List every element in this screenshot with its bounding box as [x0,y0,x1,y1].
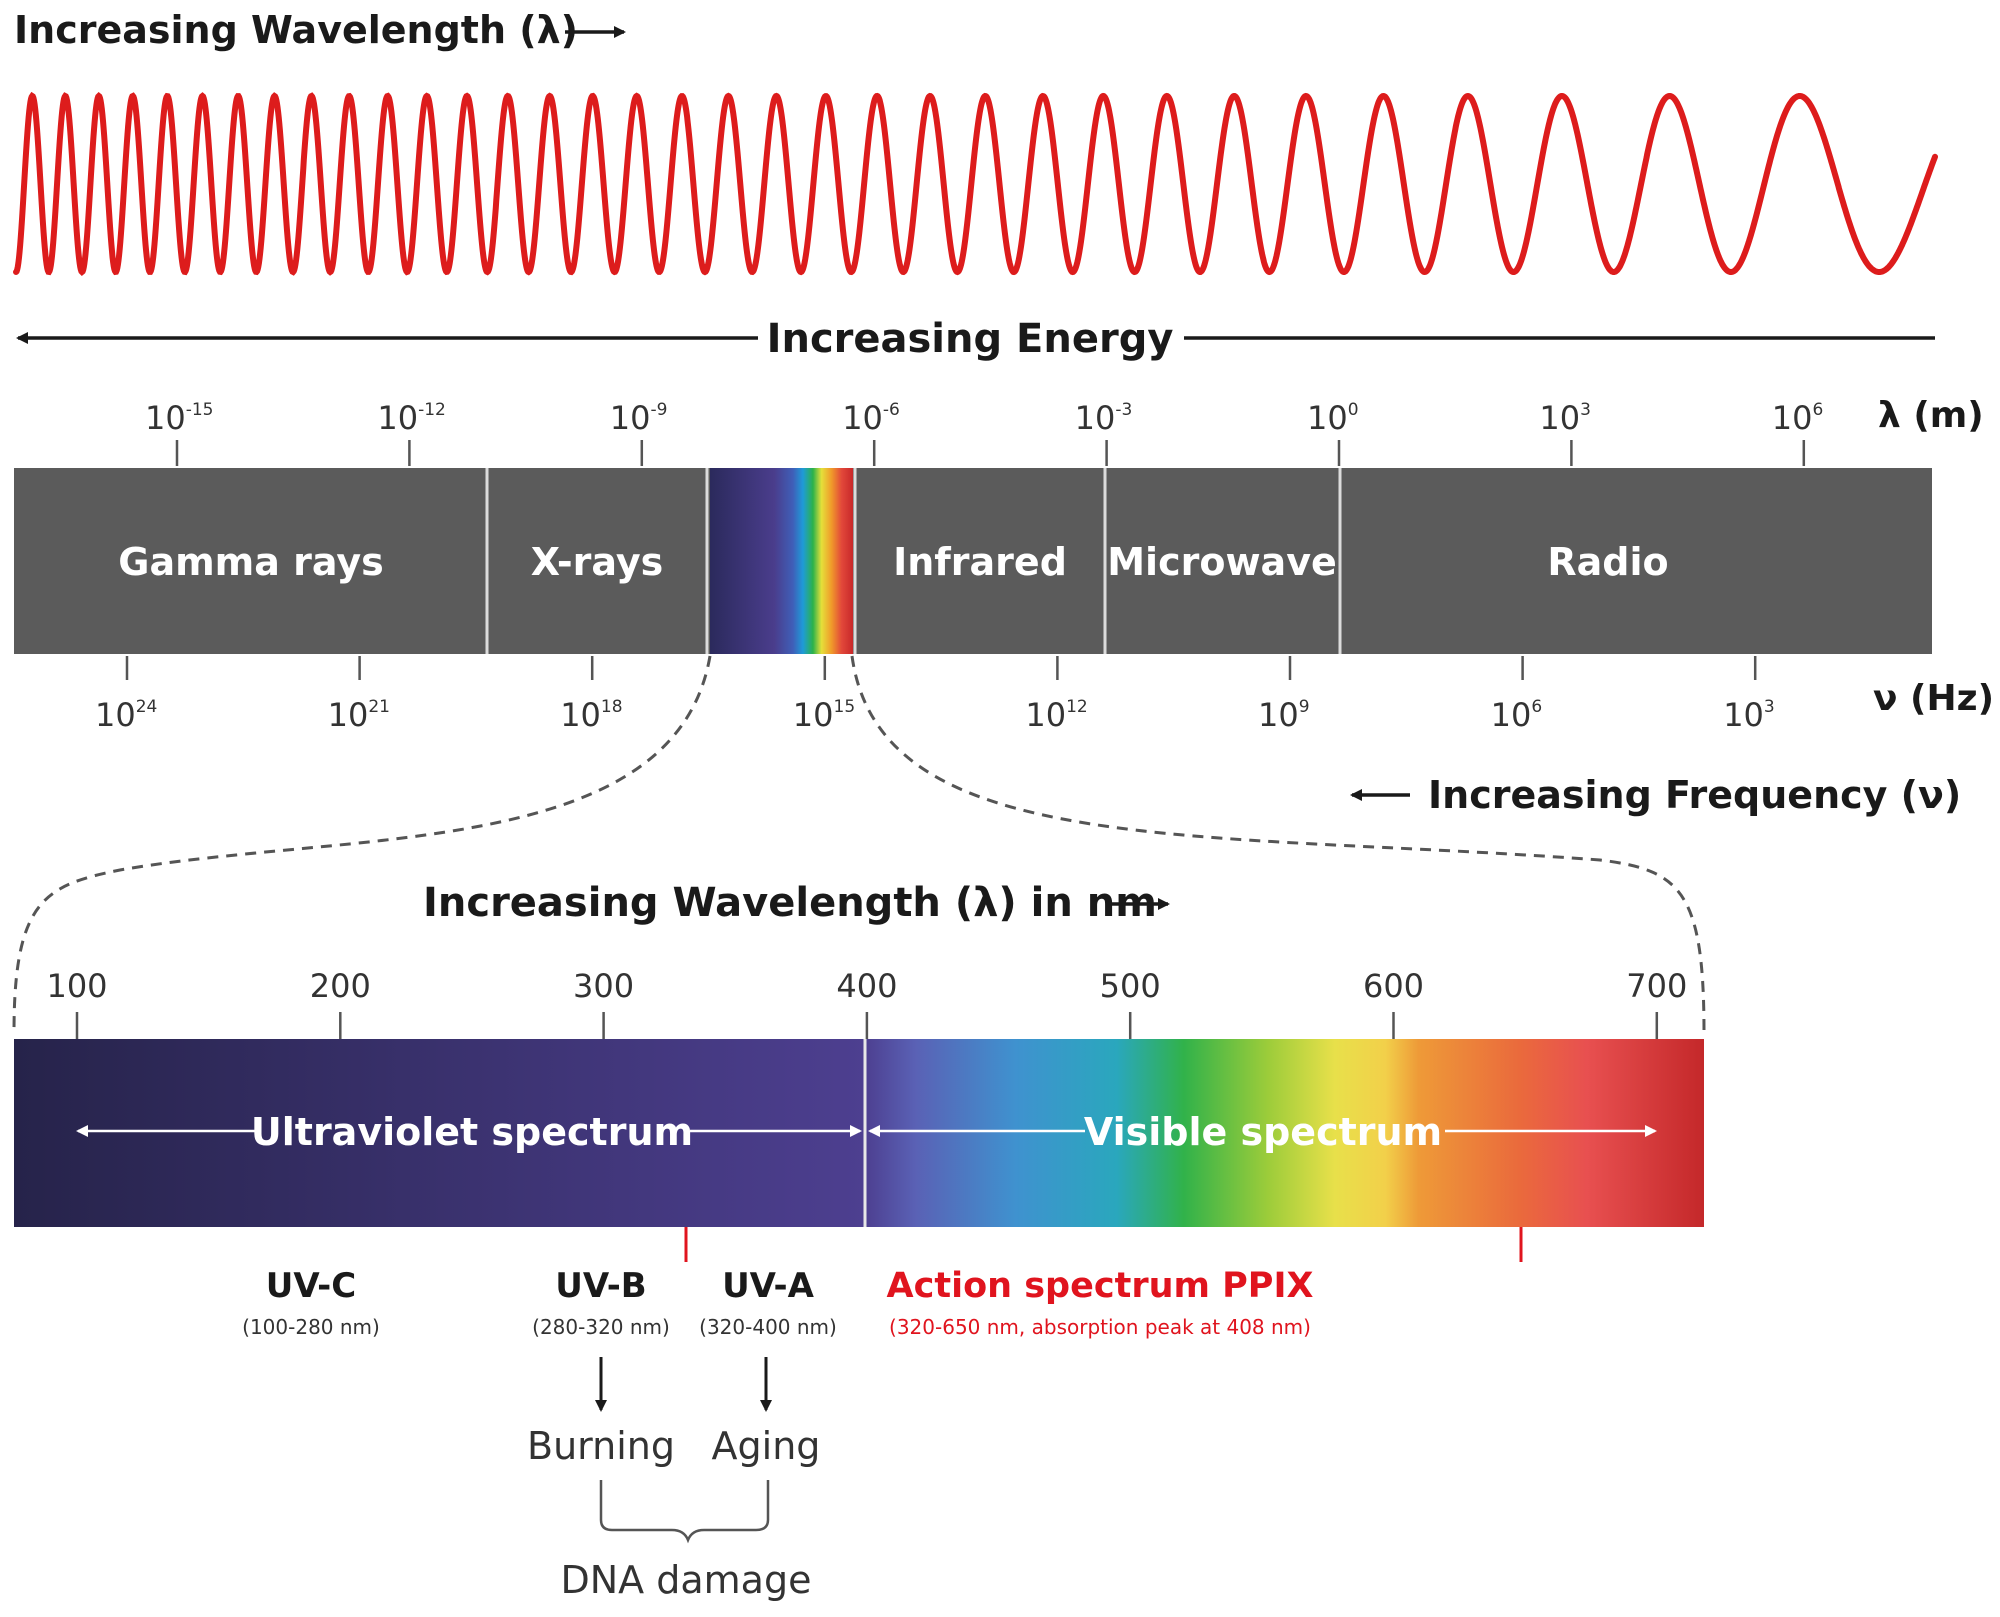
band-bar [14,468,1932,654]
nm-tick-label: 200 [310,967,371,1005]
frequency-tick-label: 1024 [95,696,157,734]
nm-tick-label: 500 [1100,967,1161,1005]
increasing-wavelength-wave [13,91,1938,277]
dna-bracket [599,1480,770,1544]
lambda-tick-label: 10-6 [842,399,900,437]
band-x-rays: X-rays [531,540,664,584]
lambda-tick-labels: 10-15 10-12 10-9 10-6 10-3 100 103 106 [145,399,1823,466]
visible-label: Visible spectrum [1084,1110,1442,1154]
burning-label: Burning [527,1424,675,1468]
ultraviolet-label: Ultraviolet spectrum [251,1110,693,1154]
lambda-tick-label: 10-15 [145,399,214,437]
uvc-label: UV-C [266,1266,357,1306]
uvc-range: (100-280 nm) [242,1315,380,1339]
frequency-tick-label: 1018 [560,696,622,734]
frequency-tick-labels: 1024 1021 1018 1015 1012 109 106 103 [95,656,1775,734]
lambda-tick-label: 10-9 [610,399,668,437]
frequency-tick-label: 1015 [793,696,855,734]
visible-band-gradient [710,468,853,654]
energy-label: Increasing Energy [767,316,1174,362]
aging-label: Aging [712,1424,821,1468]
lambda-axis-label: λ (m) [1878,395,1984,436]
ultraviolet-band [14,1039,865,1227]
lambda-tick-label: 106 [1772,399,1824,437]
uva-label: UV-A [722,1266,815,1306]
nm-tick-label: 600 [1363,967,1424,1005]
frequency-tick-label: 1012 [1025,696,1087,734]
frequency-tick-label: 103 [1723,696,1775,734]
zoom-connector-left [12,655,712,1033]
lambda-tick-label: 103 [1539,399,1591,437]
nm-tick-labels: 100 200 300 400 500 600 700 [46,967,1687,1039]
frequency-axis-label: ν (Hz) [1873,678,1994,719]
uvb-range: (280-320 nm) [532,1315,670,1339]
uva-range: (320-400 nm) [699,1315,837,1339]
ppix-label: Action spectrum PPIX [887,1266,1314,1306]
lambda-tick-label: 10-12 [377,399,446,437]
nm-tick-label: 400 [836,967,897,1005]
nm-tick-label: 300 [573,967,634,1005]
band-gamma-rays: Gamma rays [118,540,384,584]
band-infrared: Infrared [893,540,1067,584]
wavelength-title: Increasing Wavelength (λ) [14,8,578,52]
frequency-tick-label: 1021 [328,696,390,734]
zoom-connector-right [850,655,1706,1033]
dna-damage-label: DNA damage [561,1558,812,1602]
visible-band [865,1039,1704,1227]
lambda-tick-label: 100 [1307,399,1359,437]
uvb-label: UV-B [555,1266,646,1306]
band-radio: Radio [1547,540,1668,584]
nm-tick-label: 100 [46,967,107,1005]
band-microwave: Microwave [1107,540,1337,584]
ppix-range: (320-650 nm, absorption peak at 408 nm) [889,1315,1311,1339]
frequency-tick-label: 106 [1491,696,1543,734]
frequency-tick-label: 109 [1258,696,1310,734]
frequency-label: Increasing Frequency (ν) [1428,773,1961,817]
lambda-tick-label: 10-3 [1075,399,1133,437]
nm-tick-label: 700 [1626,967,1687,1005]
nm-wavelength-title: Increasing Wavelength (λ) in nm [423,880,1157,926]
